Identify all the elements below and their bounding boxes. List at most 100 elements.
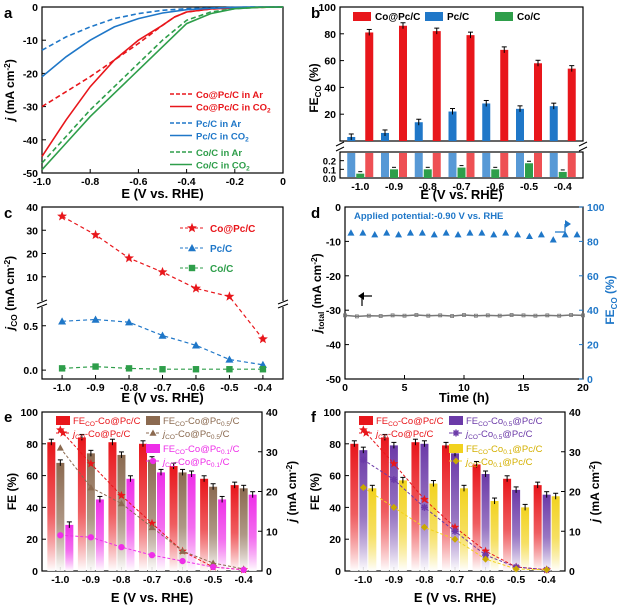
y-axis-label: FE (%) [5, 473, 19, 510]
axis-break [335, 141, 345, 147]
y2-tick-label: 30 [266, 447, 278, 459]
data-point [406, 229, 414, 236]
legend-label: jCO-Co@Pc/C [374, 429, 434, 441]
data-point [466, 229, 474, 236]
data-point [509, 313, 514, 317]
bar [390, 169, 398, 178]
data-point [86, 459, 96, 468]
legend-label: jCO-Co@Pc0.5/C [161, 429, 230, 441]
legend-label: Co@Pc/C [210, 224, 255, 235]
data-point [537, 231, 545, 238]
legend-label: Co@Pc/C [375, 12, 420, 23]
y2-tick-label: 40 [569, 407, 581, 419]
y2-tick-label: 30 [569, 447, 581, 459]
x-axis-label: E (V vs. RHE) [414, 590, 496, 605]
data-point [569, 313, 573, 317]
legend-label: FECO-Co0.1@Pc/C [466, 444, 543, 456]
panel-label: c [4, 205, 12, 222]
x-tick-label: -0.9 [82, 574, 100, 586]
y-tick-label: 100 [323, 407, 341, 419]
bar-stub [399, 153, 407, 177]
bar [239, 488, 248, 571]
axis-label: jtotal (mA cm-2) [309, 253, 326, 334]
bar [549, 106, 558, 141]
data-point [366, 313, 371, 318]
axis-label: jCO (mA cm-2) [2, 256, 19, 332]
bar [86, 453, 95, 571]
data-point [359, 425, 368, 434]
bar [491, 169, 500, 178]
y-tick-label: -20 [23, 68, 38, 80]
axis-arrow [555, 224, 566, 233]
panel-b-frame-upper [339, 6, 584, 142]
axis-break [277, 303, 289, 309]
legend-label: Pc/C [210, 244, 232, 255]
legend-label: Co/C in Ar [196, 148, 242, 159]
data-point [450, 314, 455, 318]
bar [542, 494, 551, 571]
data-point [224, 291, 235, 301]
bar-stub [466, 153, 475, 177]
y-tick-label: -10 [23, 35, 38, 47]
bar [368, 488, 377, 571]
y-tick-label: -40 [326, 340, 341, 352]
data-point [450, 522, 460, 531]
axis-break [277, 299, 289, 305]
bar [381, 132, 389, 141]
data-point [209, 559, 217, 566]
j-total-line [344, 314, 584, 318]
data-point [57, 211, 67, 221]
legend-label: Co@Pc/C in Ar [196, 90, 263, 101]
axis-break [36, 299, 48, 305]
x-tick-label: -0.8 [419, 181, 437, 193]
x-tick-label: 20 [577, 382, 589, 394]
data-point [485, 313, 490, 318]
y2-tick-label: 0 [569, 566, 575, 578]
legend-label: FECO-Co@Pc/C [73, 416, 141, 428]
data-point [418, 229, 426, 236]
bar [200, 478, 209, 571]
data-point [462, 313, 466, 317]
y-tick-label: 80 [329, 439, 341, 451]
y-tick-label: -20 [326, 271, 341, 283]
data-point [117, 490, 126, 500]
bar [230, 485, 239, 571]
bar [500, 49, 509, 141]
y-axis-label: FE (%) [308, 473, 322, 510]
y-tick-label: 100 [318, 2, 336, 14]
data-point [525, 232, 533, 240]
x-tick-label: -0.8 [120, 382, 138, 394]
legend-marker [187, 222, 197, 233]
legend-swatch [425, 12, 443, 21]
x-axis-label: E (V vs. RHE) [420, 187, 502, 202]
x-tick-label: 10 [458, 382, 470, 394]
legend-label: jCO-Co@Pc/C [71, 429, 131, 441]
x-tick-label: -1.0 [354, 574, 372, 586]
data-point [420, 523, 428, 531]
data-point [573, 231, 581, 238]
data-point [478, 229, 486, 236]
x-tick-label: -0.4 [554, 181, 572, 193]
data-point [179, 547, 187, 554]
axis-arrow [565, 220, 571, 228]
data-point [157, 266, 168, 277]
y-tick-label: 40 [329, 502, 341, 514]
y-tick-label: -50 [326, 374, 341, 386]
y-tick-label: 40 [324, 82, 336, 94]
data-point [502, 229, 510, 236]
legend-label: Co@Pc/C in CO2 [196, 103, 271, 115]
bar [139, 443, 147, 571]
y-tick-label: 10 [26, 272, 38, 284]
data-point [58, 365, 66, 372]
bar [516, 108, 524, 141]
legend-marker [188, 244, 196, 252]
data-point [125, 318, 134, 326]
bar [423, 169, 432, 178]
data-point [148, 523, 156, 531]
legend-label: Co/C [210, 264, 233, 275]
y-tick-label: 0.0 [323, 174, 336, 185]
data-point [512, 565, 520, 573]
data-point [191, 283, 201, 293]
y-tick-label: 40 [26, 502, 38, 514]
y-tick-label: -50 [23, 168, 38, 180]
